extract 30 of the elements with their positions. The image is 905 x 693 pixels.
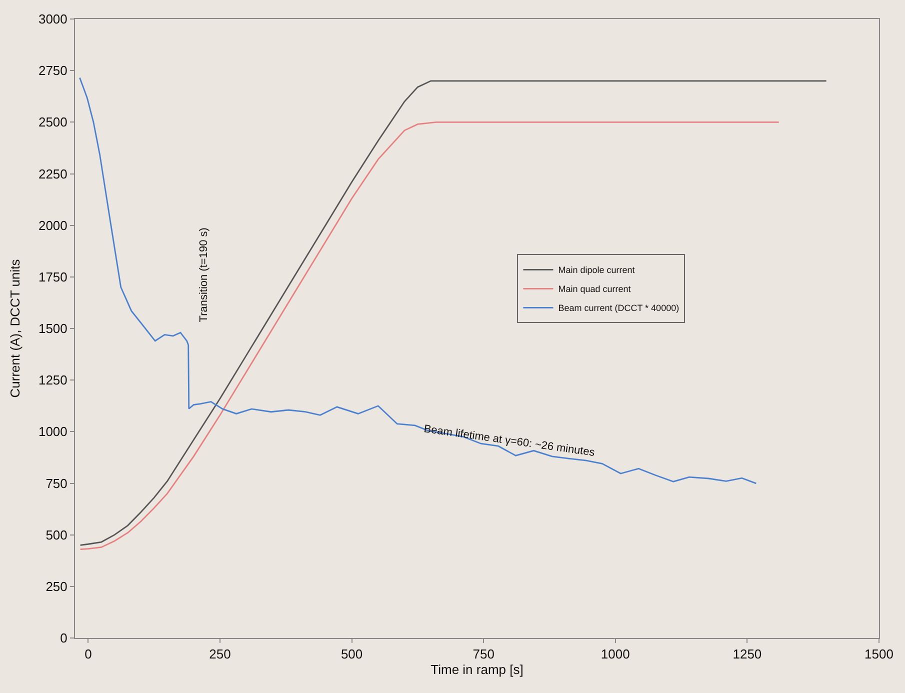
- x-tick-label: 250: [209, 646, 231, 662]
- y-tick-label: 1750: [38, 269, 68, 284]
- x-tick-label: 0: [84, 646, 92, 662]
- line-series: [80, 80, 827, 546]
- x-tick-label: 750: [472, 646, 494, 662]
- y-tick-label: 2000: [38, 218, 68, 233]
- line-series: [80, 121, 780, 550]
- y-tick-label: 1000: [38, 424, 68, 440]
- y-tick-label: 2250: [38, 166, 68, 182]
- legend-label: Main dipole current: [558, 265, 636, 276]
- y-tick-label: 1500: [38, 321, 68, 336]
- x-tick-label: 1500: [864, 646, 894, 662]
- y-tick-label: 250: [46, 578, 68, 594]
- x-axis-title: Time in ramp [s]: [430, 662, 524, 678]
- x-tick-label: 1250: [732, 646, 762, 662]
- y-tick-label: 500: [46, 527, 68, 542]
- x-tick-label: 500: [340, 646, 363, 662]
- y-tick-label: 0: [60, 630, 68, 646]
- line-series: [79, 77, 757, 484]
- y-tick-label: 2750: [38, 63, 68, 78]
- x-tick-label: 1000: [600, 646, 630, 662]
- y-axis-title: Current (A), DCCT units: [7, 258, 22, 398]
- y-tick-label: 2500: [38, 114, 68, 130]
- annotation: Beam lifetime at γ=60: ~26 minutes: [423, 423, 596, 460]
- y-tick-label: 750: [46, 476, 68, 491]
- annotation: Transition (t=190 s): [198, 228, 210, 322]
- legend-label: Main quad current: [558, 284, 632, 294]
- y-tick-label: 3000: [38, 12, 68, 27]
- legend-label: Beam current (DCCT * 40000): [558, 303, 680, 314]
- y-tick-label: 1250: [38, 372, 68, 388]
